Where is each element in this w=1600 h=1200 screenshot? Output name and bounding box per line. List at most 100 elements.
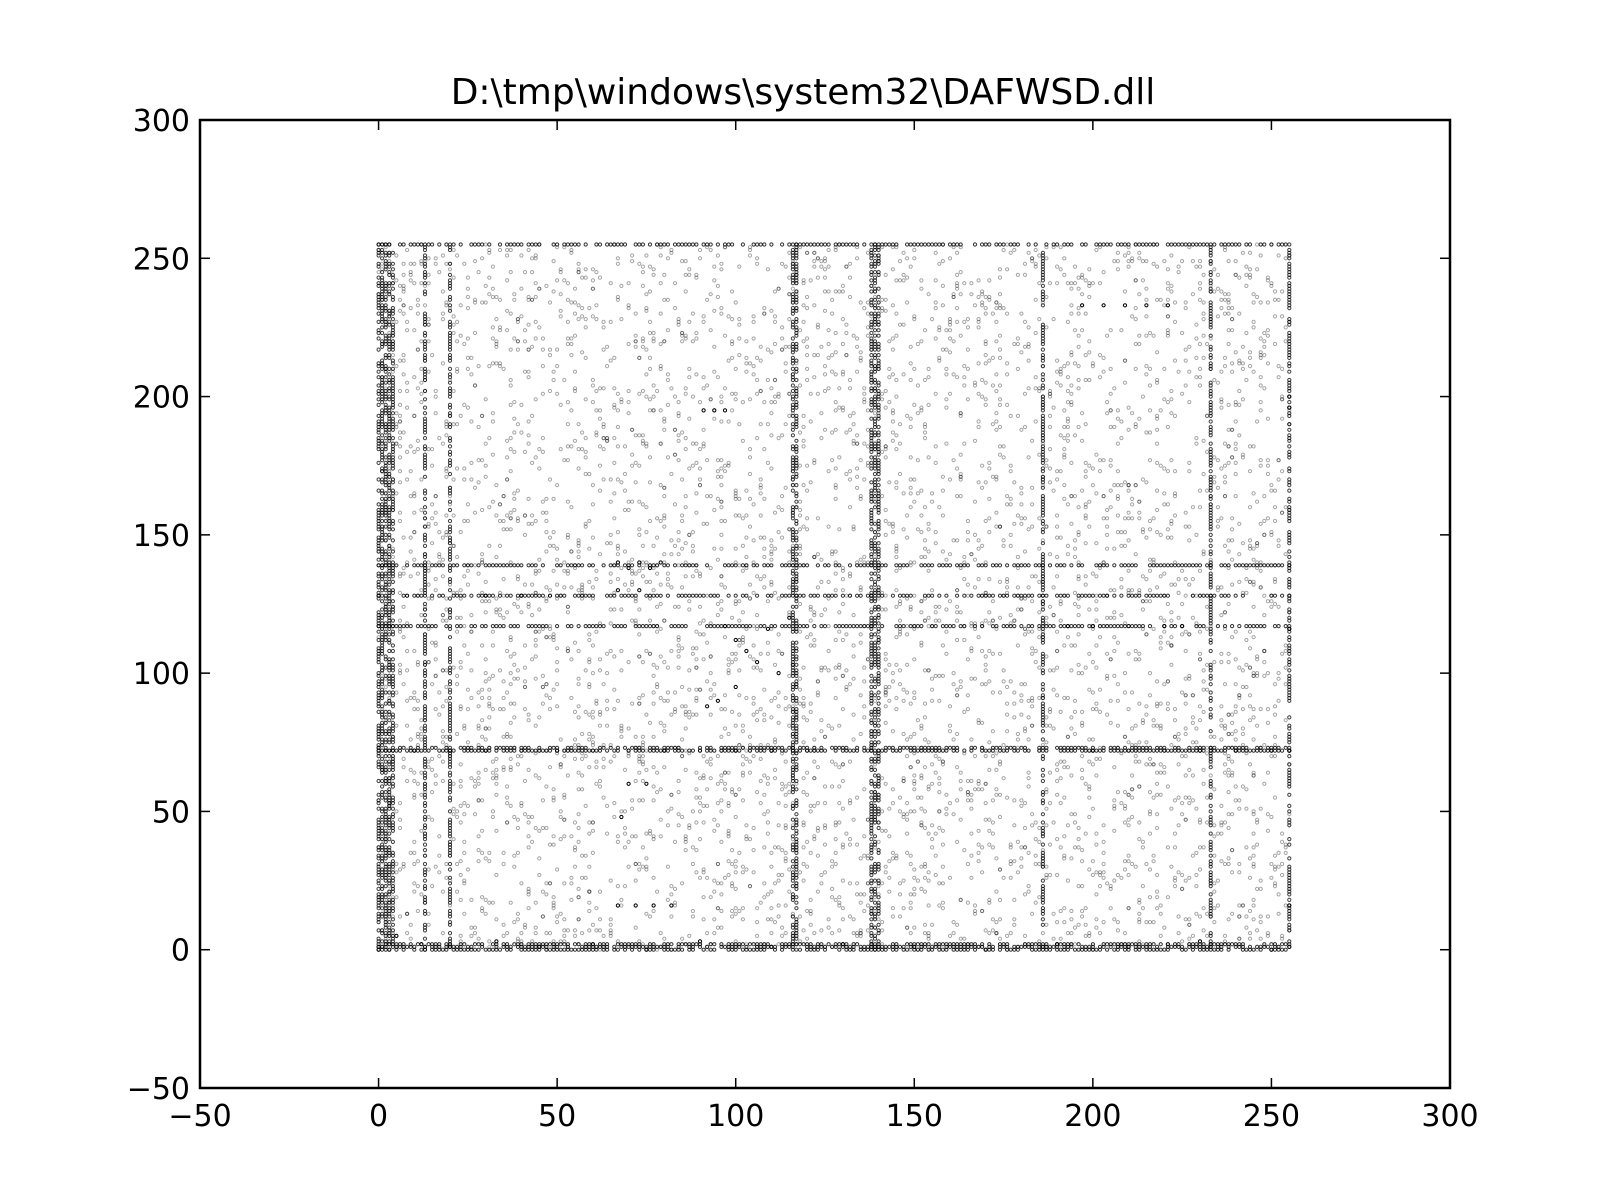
data-point <box>1115 698 1121 703</box>
data-point <box>647 720 653 726</box>
data-point <box>847 427 853 432</box>
data-point <box>1126 823 1131 828</box>
data-point <box>1137 897 1142 903</box>
data-point <box>580 350 585 355</box>
data-point <box>844 687 849 692</box>
data-point <box>1137 837 1142 842</box>
data-point <box>1269 488 1274 493</box>
data-point <box>726 662 731 667</box>
data-point <box>583 275 588 280</box>
chart-title: D:\tmp\windows\system32\DAFWSD.dll <box>451 72 1156 113</box>
data-point <box>587 864 592 869</box>
data-point <box>969 792 974 797</box>
data-point <box>487 275 492 280</box>
data-point <box>994 787 999 792</box>
data-point <box>833 485 838 490</box>
data-point <box>705 875 710 880</box>
data-point <box>1190 693 1196 698</box>
data-point <box>515 577 521 582</box>
data-point <box>1155 460 1160 465</box>
data-point <box>708 687 713 692</box>
data-point <box>1197 651 1203 656</box>
data-point <box>826 925 831 930</box>
data-point <box>415 447 420 452</box>
data-point <box>465 740 470 745</box>
data-point <box>1240 731 1246 737</box>
data-point <box>637 433 642 438</box>
data-point <box>1026 698 1031 703</box>
data-point <box>480 798 485 803</box>
data-point <box>1187 400 1192 405</box>
data-point <box>1280 651 1285 656</box>
data-point <box>433 394 438 399</box>
data-point <box>683 505 688 510</box>
data-point <box>462 850 467 856</box>
data-point <box>1176 590 1181 596</box>
data-point <box>694 795 699 800</box>
data-point <box>590 850 596 856</box>
data-point <box>469 613 474 618</box>
data-point <box>958 411 963 416</box>
data-point <box>862 834 867 839</box>
data-point <box>919 795 924 800</box>
data-point <box>662 272 667 277</box>
data-point <box>576 554 581 560</box>
data-point <box>851 422 856 427</box>
data-point <box>937 604 942 609</box>
data-point <box>683 848 688 853</box>
data-point <box>772 400 778 405</box>
data-point <box>1219 723 1224 728</box>
data-point <box>1226 712 1231 717</box>
data-point <box>483 599 488 604</box>
data-point <box>719 267 724 272</box>
data-point <box>1262 339 1267 344</box>
data-point <box>1172 718 1178 723</box>
data-point <box>922 328 928 333</box>
data-point <box>708 671 713 676</box>
data-point <box>515 754 521 759</box>
data-point <box>1076 884 1081 889</box>
data-point <box>522 339 528 344</box>
data-point <box>662 494 667 499</box>
data-point <box>826 264 831 269</box>
data-point <box>1194 911 1199 916</box>
data-point <box>933 610 938 615</box>
data-point <box>647 289 653 294</box>
data-point <box>926 402 931 407</box>
data-point <box>737 264 742 269</box>
data-point <box>922 546 928 551</box>
data-point <box>1197 820 1203 825</box>
data-point <box>1222 543 1228 549</box>
data-point <box>1190 773 1196 778</box>
data-point <box>708 621 713 626</box>
data-point <box>583 317 588 322</box>
data-point <box>733 391 738 396</box>
data-point <box>1094 574 1099 579</box>
data-point <box>1233 629 1238 634</box>
data-point <box>530 344 535 349</box>
data-point <box>497 543 503 549</box>
data-point <box>833 823 838 828</box>
data-point <box>744 554 749 560</box>
data-point <box>958 787 963 792</box>
data-point <box>833 665 838 670</box>
data-point <box>965 900 971 905</box>
data-point <box>590 400 596 405</box>
data-point <box>1244 577 1249 582</box>
data-point <box>1044 245 1049 250</box>
data-point <box>476 743 481 748</box>
data-point <box>740 400 746 405</box>
data-point <box>694 275 699 280</box>
data-point <box>719 311 724 316</box>
data-point <box>1144 372 1149 377</box>
points-layer <box>376 242 1292 952</box>
data-point <box>1169 610 1174 615</box>
data-point <box>694 787 699 792</box>
data-point <box>1230 759 1235 764</box>
data-point <box>540 436 546 441</box>
data-point <box>933 278 938 283</box>
data-point <box>676 413 681 418</box>
data-point <box>1176 823 1181 828</box>
data-point <box>469 629 474 634</box>
data-point <box>526 375 531 380</box>
